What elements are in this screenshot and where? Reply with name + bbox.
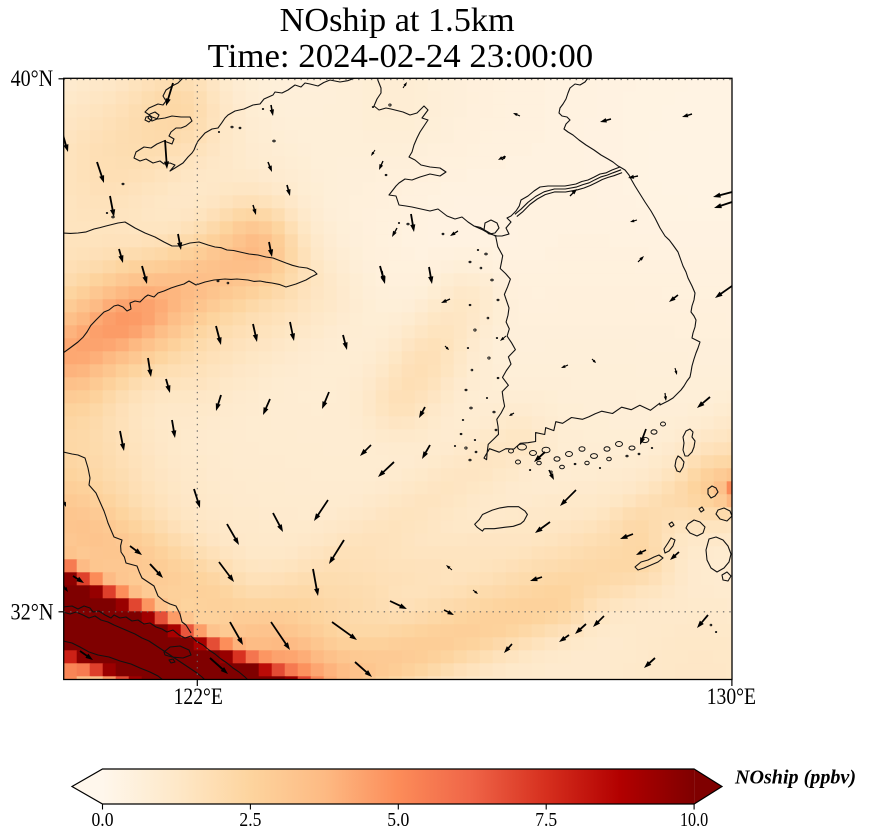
svg-text:NOship at 1.5km: NOship at 1.5km [280,2,515,39]
svg-text:10.0: 10.0 [680,809,708,831]
svg-text:122°E: 122°E [174,684,223,709]
svg-text:2.5: 2.5 [239,809,261,831]
svg-text:130°E: 130°E [707,684,756,709]
svg-text:40°N: 40°N [11,66,54,91]
svg-text:5.0: 5.0 [387,809,409,831]
svg-text:32°N: 32°N [11,599,54,624]
svg-text:Time: 2024-02-24 23:00:00: Time: 2024-02-24 23:00:00 [208,38,594,75]
svg-text:0.0: 0.0 [92,809,114,831]
svg-text:7.5: 7.5 [535,809,557,831]
svg-text:NOship (ppbv): NOship (ppbv) [734,767,856,789]
